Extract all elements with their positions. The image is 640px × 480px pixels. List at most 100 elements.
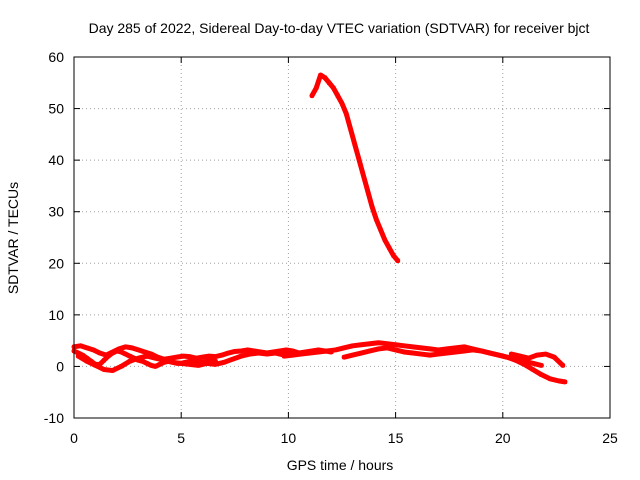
- x-tick-label: 10: [281, 430, 297, 446]
- data-series: [71, 72, 568, 385]
- series-line: [309, 72, 401, 264]
- data-point: [277, 348, 282, 353]
- data-point: [192, 358, 197, 363]
- data-point: [200, 355, 205, 360]
- data-point: [144, 354, 149, 359]
- data-point: [393, 347, 398, 352]
- data-point: [207, 354, 212, 359]
- data-point: [117, 346, 122, 351]
- data-point: [453, 349, 458, 354]
- data-point: [209, 358, 214, 363]
- data-point: [76, 354, 81, 359]
- data-point: [359, 342, 364, 347]
- data-point: [299, 352, 304, 357]
- y-tick-label: 0: [56, 358, 64, 374]
- data-point: [526, 356, 531, 361]
- data-point: [427, 353, 432, 358]
- data-point: [367, 341, 372, 346]
- data-point: [370, 204, 375, 209]
- data-point: [256, 351, 261, 356]
- data-point: [359, 351, 364, 356]
- data-point: [187, 359, 192, 364]
- data-point: [382, 238, 387, 243]
- data-point: [230, 357, 235, 362]
- data-point: [196, 359, 201, 364]
- data-point: [462, 348, 467, 353]
- x-tick-label: 20: [495, 430, 511, 446]
- data-point: [239, 354, 244, 359]
- data-point: [181, 354, 186, 359]
- data-point: [157, 362, 162, 367]
- data-point: [376, 340, 381, 345]
- data-point: [365, 189, 370, 194]
- data-point: [436, 347, 441, 352]
- data-point: [153, 364, 158, 369]
- series-arc-f: [508, 351, 566, 368]
- data-point: [436, 352, 441, 357]
- data-point: [307, 351, 312, 356]
- data-point: [517, 354, 522, 359]
- data-point: [84, 356, 89, 361]
- data-point: [322, 75, 327, 80]
- y-tick-label: 50: [48, 101, 64, 117]
- data-point: [102, 367, 107, 372]
- data-point: [245, 347, 250, 352]
- data-point: [162, 358, 167, 363]
- data-point: [487, 351, 492, 356]
- data-point: [324, 348, 329, 353]
- data-point: [367, 348, 372, 353]
- data-point: [149, 363, 154, 368]
- data-point: [547, 376, 552, 381]
- data-point: [453, 345, 458, 350]
- series-satellite-arc-high: [309, 72, 401, 264]
- data-point: [127, 354, 132, 359]
- data-point: [445, 351, 450, 356]
- data-point: [247, 352, 252, 357]
- data-point: [327, 80, 332, 85]
- data-point: [174, 355, 179, 360]
- y-tick-label: 60: [48, 49, 64, 65]
- data-point: [119, 349, 124, 354]
- data-point: [352, 142, 357, 147]
- data-point: [153, 356, 158, 361]
- y-tick-label: 20: [48, 255, 64, 271]
- data-point: [290, 353, 295, 358]
- data-point: [170, 360, 175, 365]
- data-point: [335, 93, 340, 98]
- data-point: [387, 245, 392, 250]
- series-arc-c: [75, 350, 296, 374]
- data-point: [129, 345, 134, 350]
- data-point: [78, 343, 83, 348]
- data-point: [522, 362, 527, 367]
- data-point: [395, 258, 400, 263]
- data-point: [318, 73, 323, 78]
- data-point: [562, 379, 567, 384]
- data-point: [316, 349, 321, 354]
- data-point: [530, 361, 535, 366]
- chart-title: Day 285 of 2022, Sidereal Day-to-day VTE…: [89, 20, 590, 36]
- data-point: [179, 361, 184, 366]
- data-point: [342, 345, 347, 350]
- data-point: [136, 347, 141, 352]
- y-tick-label: 30: [48, 204, 64, 220]
- data-point: [348, 127, 353, 132]
- data-point: [378, 227, 383, 232]
- data-point: [273, 351, 278, 356]
- data-point: [340, 101, 344, 106]
- data-point: [219, 353, 224, 358]
- data-point: [213, 359, 218, 364]
- data-point: [123, 352, 128, 357]
- x-tick-label: 0: [70, 430, 78, 446]
- data-point: [102, 358, 107, 363]
- data-point: [342, 355, 347, 360]
- y-tick-label: -10: [44, 410, 64, 426]
- data-point: [187, 362, 192, 367]
- data-point: [222, 360, 227, 365]
- data-point: [93, 363, 98, 368]
- data-point: [419, 352, 424, 357]
- data-point: [376, 346, 381, 351]
- data-point: [187, 354, 192, 359]
- x-tick-label: 25: [602, 430, 618, 446]
- data-point: [213, 362, 218, 367]
